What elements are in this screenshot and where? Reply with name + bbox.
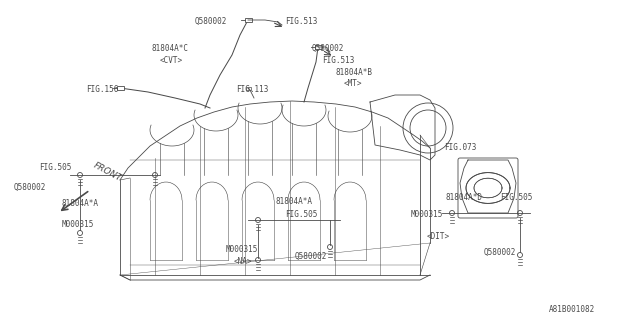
Text: Q580002: Q580002	[312, 44, 344, 53]
Bar	[246, 86, 250, 90]
Text: Q580002: Q580002	[14, 183, 46, 192]
Text: M000315: M000315	[62, 220, 94, 229]
Text: Q580002: Q580002	[295, 252, 328, 261]
Text: 81804A*A: 81804A*A	[276, 197, 313, 206]
Text: FIG.505: FIG.505	[500, 193, 532, 202]
Text: FIG.505: FIG.505	[285, 210, 317, 219]
Bar	[314, 45, 321, 49]
Text: FRONT: FRONT	[92, 161, 124, 183]
Text: 81804A*D: 81804A*D	[446, 193, 483, 202]
Text: 81804A*C: 81804A*C	[152, 44, 189, 53]
Text: <NA>: <NA>	[234, 257, 253, 266]
Text: 81804A*A: 81804A*A	[62, 199, 99, 208]
Text: FIG.513: FIG.513	[285, 17, 317, 26]
Text: <DIT>: <DIT>	[427, 232, 450, 241]
Text: FIG.505: FIG.505	[39, 163, 72, 172]
FancyBboxPatch shape	[458, 158, 518, 218]
Text: FIG.513: FIG.513	[322, 56, 355, 65]
Text: FIG.113: FIG.113	[236, 85, 268, 94]
Text: Q580002: Q580002	[195, 17, 227, 26]
Text: 81804A*B: 81804A*B	[336, 68, 373, 77]
Text: FIG.073: FIG.073	[444, 143, 476, 152]
Text: M000315: M000315	[226, 245, 259, 254]
Text: Q580002: Q580002	[484, 248, 516, 257]
Text: M000315: M000315	[411, 210, 444, 219]
Text: A81B001082: A81B001082	[549, 305, 595, 314]
Text: FIG.156: FIG.156	[86, 85, 118, 94]
Bar	[244, 18, 252, 22]
Text: <MT>: <MT>	[344, 79, 362, 88]
Text: <CVT>: <CVT>	[160, 56, 183, 65]
Bar	[116, 86, 124, 90]
